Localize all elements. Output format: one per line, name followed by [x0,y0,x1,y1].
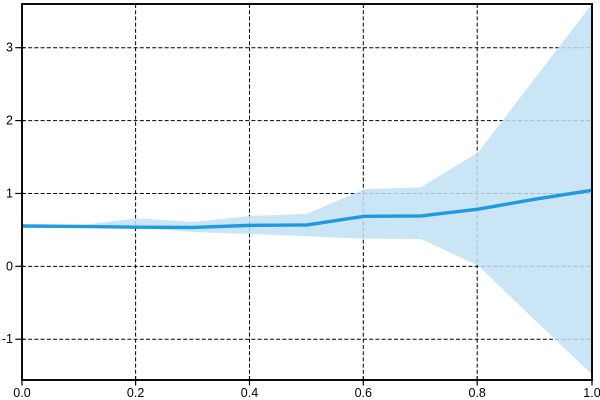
svg-text:-1: -1 [2,332,13,346]
svg-text:3: 3 [6,41,13,55]
svg-text:1.0: 1.0 [583,386,600,400]
svg-text:0.4: 0.4 [241,386,258,400]
svg-text:0.0: 0.0 [13,386,30,400]
svg-text:2: 2 [6,114,13,128]
svg-text:1: 1 [6,186,13,200]
svg-text:0.2: 0.2 [127,386,144,400]
svg-text:0: 0 [6,259,13,273]
svg-text:0.6: 0.6 [355,386,372,400]
svg-text:0.8: 0.8 [469,386,486,400]
